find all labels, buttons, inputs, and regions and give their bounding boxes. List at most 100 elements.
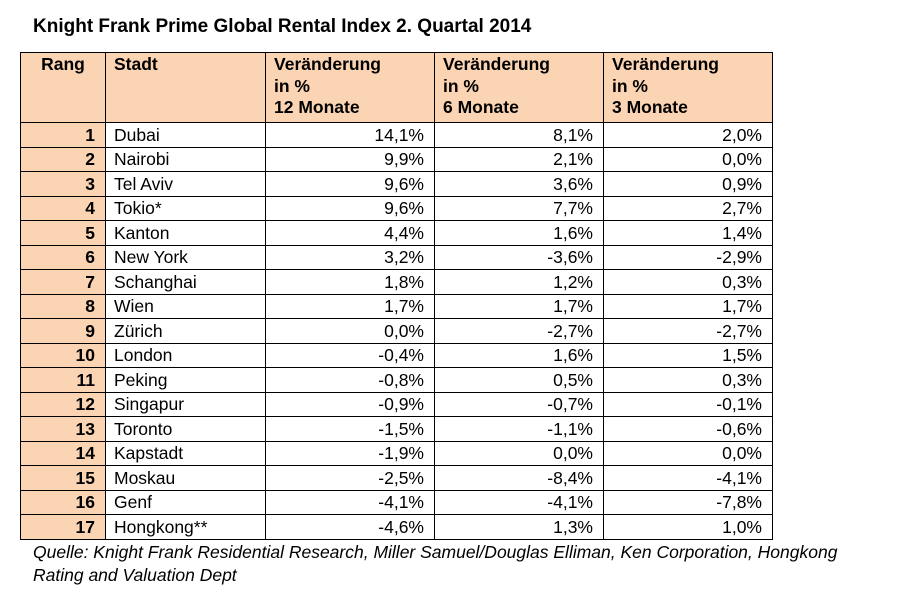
header-line: 6 Monate bbox=[443, 97, 519, 117]
table-row: 12 Singapur -0,9% -0,7% -0,1% bbox=[20, 391, 773, 417]
change-6-cell: 1,3% bbox=[434, 514, 604, 540]
header-line: in % bbox=[443, 75, 479, 96]
table-row: 7 Schanghai 1,8% 1,2% 0,3% bbox=[20, 269, 773, 295]
source-note: Quelle: Knight Frank Residential Researc… bbox=[33, 542, 838, 585]
city-cell: London bbox=[105, 342, 266, 368]
change-12-cell: 0,0% bbox=[265, 318, 435, 344]
city-cell: Dubai bbox=[105, 122, 266, 148]
change-6-cell: -8,4% bbox=[434, 465, 604, 491]
rank-cell: 14 bbox=[20, 440, 106, 466]
city-cell: Hongkong** bbox=[105, 514, 266, 540]
change-3-cell: -7,8% bbox=[603, 489, 773, 515]
city-cell: Kapstadt bbox=[105, 440, 266, 466]
city-cell: Schanghai bbox=[105, 269, 266, 295]
rental-index-table: Rang Stadt Veränderung in % 12 Monate Ve… bbox=[20, 52, 773, 540]
change-6-cell: 1,7% bbox=[434, 293, 604, 319]
change-6-cell: 8,1% bbox=[434, 122, 604, 148]
rank-cell: 16 bbox=[20, 489, 106, 515]
change-6-cell: -0,7% bbox=[434, 391, 604, 417]
rank-cell: 7 bbox=[20, 269, 106, 295]
change-6-cell: 1,6% bbox=[434, 220, 604, 246]
rank-cell: 8 bbox=[20, 293, 106, 319]
change-3-cell: 0,9% bbox=[603, 171, 773, 197]
change-3-cell: 0,3% bbox=[603, 269, 773, 295]
table-row: 4 Tokio* 9,6% 7,7% 2,7% bbox=[20, 195, 773, 221]
header-line: Veränderung bbox=[274, 54, 381, 74]
header-change-6-months: Veränderung in % 6 Monate bbox=[434, 52, 604, 123]
city-cell: Moskau bbox=[105, 465, 266, 491]
change-12-cell: 1,7% bbox=[265, 293, 435, 319]
change-12-cell: -4,1% bbox=[265, 489, 435, 515]
change-12-cell: 9,6% bbox=[265, 195, 435, 221]
change-12-cell: -0,8% bbox=[265, 367, 435, 393]
header-city: Stadt bbox=[105, 52, 266, 123]
rank-cell: 15 bbox=[20, 465, 106, 491]
city-cell: Genf bbox=[105, 489, 266, 515]
change-12-cell: -1,9% bbox=[265, 440, 435, 466]
change-3-cell: 0,0% bbox=[603, 440, 773, 466]
rank-cell: 9 bbox=[20, 318, 106, 344]
table-row: 5 Kanton 4,4% 1,6% 1,4% bbox=[20, 220, 773, 246]
rank-cell: 4 bbox=[20, 195, 106, 221]
city-cell: Tel Aviv bbox=[105, 171, 266, 197]
change-6-cell: 7,7% bbox=[434, 195, 604, 221]
city-cell: New York bbox=[105, 244, 266, 270]
header-line: Veränderung bbox=[612, 54, 719, 74]
change-6-cell: -3,6% bbox=[434, 244, 604, 270]
change-3-cell: 2,0% bbox=[603, 122, 773, 148]
change-12-cell: -0,9% bbox=[265, 391, 435, 417]
rank-cell: 3 bbox=[20, 171, 106, 197]
table-row: 9 Zürich 0,0% -2,7% -2,7% bbox=[20, 318, 773, 344]
change-3-cell: 0,3% bbox=[603, 367, 773, 393]
change-12-cell: -2,5% bbox=[265, 465, 435, 491]
change-6-cell: -2,7% bbox=[434, 318, 604, 344]
header-line: in % bbox=[612, 75, 648, 96]
change-6-cell: 3,6% bbox=[434, 171, 604, 197]
header-line: in % bbox=[274, 75, 310, 96]
change-3-cell: 1,0% bbox=[603, 514, 773, 540]
rank-cell: 5 bbox=[20, 220, 106, 246]
change-3-cell: 1,7% bbox=[603, 293, 773, 319]
table-row: 3 Tel Aviv 9,6% 3,6% 0,9% bbox=[20, 171, 773, 197]
change-3-cell: -2,7% bbox=[603, 318, 773, 344]
table-row: 8 Wien 1,7% 1,7% 1,7% bbox=[20, 293, 773, 319]
table-row: 10 London -0,4% 1,6% 1,5% bbox=[20, 342, 773, 368]
change-12-cell: 4,4% bbox=[265, 220, 435, 246]
header-line: 3 Monate bbox=[612, 97, 688, 117]
page-title: Knight Frank Prime Global Rental Index 2… bbox=[33, 16, 532, 37]
change-3-cell: 1,4% bbox=[603, 220, 773, 246]
change-12-cell: 9,6% bbox=[265, 171, 435, 197]
change-6-cell: 0,0% bbox=[434, 440, 604, 466]
change-6-cell: 1,2% bbox=[434, 269, 604, 295]
city-cell: Kanton bbox=[105, 220, 266, 246]
rank-cell: 1 bbox=[20, 122, 106, 148]
city-cell: Zürich bbox=[105, 318, 266, 344]
table-row: 13 Toronto -1,5% -1,1% -0,6% bbox=[20, 416, 773, 442]
change-3-cell: -2,9% bbox=[603, 244, 773, 270]
header-change-12-months: Veränderung in % 12 Monate bbox=[265, 52, 435, 123]
change-6-cell: 2,1% bbox=[434, 146, 604, 172]
change-3-cell: 2,7% bbox=[603, 195, 773, 221]
city-cell: Toronto bbox=[105, 416, 266, 442]
city-cell: Nairobi bbox=[105, 146, 266, 172]
city-cell: Singapur bbox=[105, 391, 266, 417]
change-12-cell: -1,5% bbox=[265, 416, 435, 442]
change-3-cell: 1,5% bbox=[603, 342, 773, 368]
change-12-cell: 3,2% bbox=[265, 244, 435, 270]
change-12-cell: -4,6% bbox=[265, 514, 435, 540]
table-row: 6 New York 3,2% -3,6% -2,9% bbox=[20, 244, 773, 270]
change-6-cell: -4,1% bbox=[434, 489, 604, 515]
change-3-cell: -4,1% bbox=[603, 465, 773, 491]
change-6-cell: 0,5% bbox=[434, 367, 604, 393]
table-row: 11 Peking -0,8% 0,5% 0,3% bbox=[20, 367, 773, 393]
table-row: 2 Nairobi 9,9% 2,1% 0,0% bbox=[20, 146, 773, 172]
city-cell: Wien bbox=[105, 293, 266, 319]
change-12-cell: -0,4% bbox=[265, 342, 435, 368]
rank-cell: 11 bbox=[20, 367, 106, 393]
table-row: 14 Kapstadt -1,9% 0,0% 0,0% bbox=[20, 440, 773, 466]
city-cell: Peking bbox=[105, 367, 266, 393]
city-cell: Tokio* bbox=[105, 195, 266, 221]
change-3-cell: 0,0% bbox=[603, 146, 773, 172]
rank-cell: 12 bbox=[20, 391, 106, 417]
table-header-row: Rang Stadt Veränderung in % 12 Monate Ve… bbox=[20, 52, 773, 123]
